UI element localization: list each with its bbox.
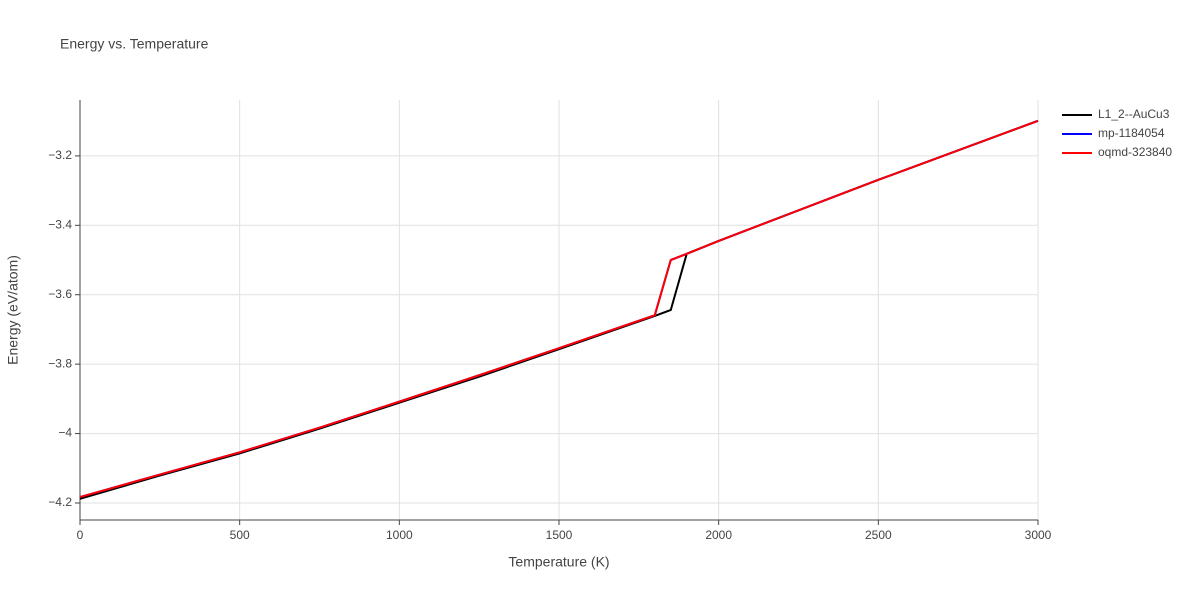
y-tick-label: −4.2 [48, 495, 72, 509]
legend-label: L1_2--AuCu3 [1098, 107, 1170, 121]
y-tick-label: −3.8 [48, 356, 72, 370]
x-tick-label: 500 [230, 528, 250, 542]
series-line [79, 119, 1039, 499]
y-tick-label: −4 [58, 426, 72, 440]
x-axis-label: Temperature (K) [508, 554, 609, 570]
y-tick-label: −3.6 [48, 287, 72, 301]
legend-label: mp-1184054 [1098, 126, 1165, 140]
x-tick-label: 2000 [705, 528, 732, 542]
x-tick-label: 1000 [386, 528, 413, 542]
y-tick-label: −3.4 [48, 217, 72, 231]
x-tick-label: 2500 [865, 528, 892, 542]
legend-label: oqmd-323840 [1098, 145, 1172, 159]
x-tick-label: 0 [77, 528, 84, 542]
y-axis-label: Energy (eV/atom) [5, 255, 21, 365]
x-tick-label: 3000 [1025, 528, 1052, 542]
x-tick-label: 1500 [546, 528, 573, 542]
y-tick-label: −3.2 [48, 148, 72, 162]
chart-title: Energy vs. Temperature [60, 36, 209, 52]
